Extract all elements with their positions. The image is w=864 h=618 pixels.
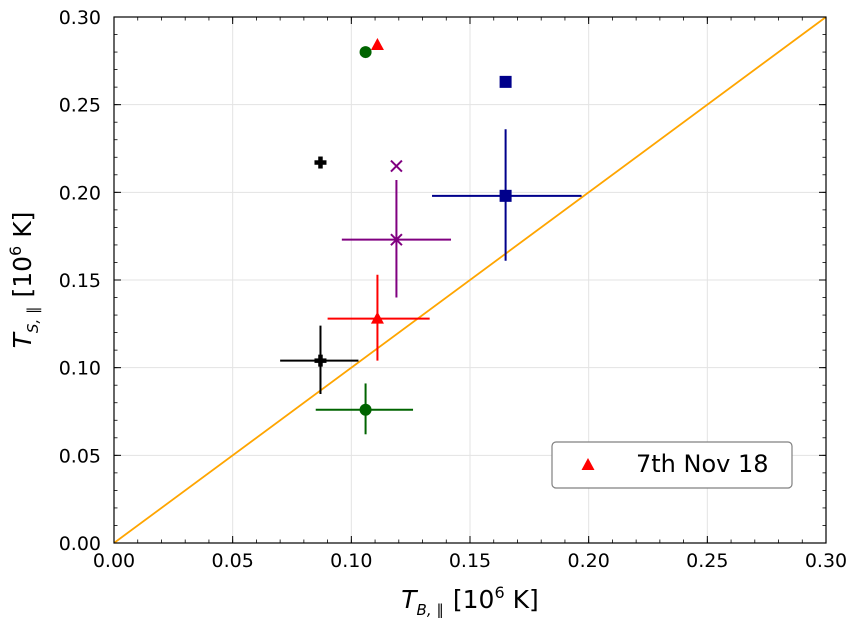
legend-marker-triangle: [581, 458, 595, 470]
marker-shape: [499, 75, 512, 88]
marker-shape: [581, 458, 595, 470]
data-point-with-error: [390, 233, 403, 246]
y-tick-label: 0.15: [59, 270, 101, 292]
legend: 7th Nov 18: [551, 441, 793, 489]
markers: [314, 38, 512, 416]
y-tick-label: 0.30: [59, 7, 101, 29]
data-point: [314, 156, 327, 169]
x-tick-label: 0.05: [212, 550, 254, 572]
y-tick-label: 0.20: [59, 182, 101, 204]
marker-shape: [370, 311, 384, 324]
legend-label: 7th Nov 18: [636, 450, 769, 478]
y-tick-label: 0.05: [59, 445, 101, 467]
legend-marker-shape: [581, 458, 595, 470]
marker-stroke: [390, 159, 403, 173]
marker-shape: [499, 189, 512, 202]
marker-shape: [359, 403, 372, 416]
y-tick-label: 0.25: [59, 95, 101, 117]
marker-stroke: [390, 233, 403, 246]
tick-labels: 0.00 0.05 0.10 0.15 0.20 0.25 0.30 0.00 0.05 0.10…: [59, 7, 847, 572]
data-point-with-error: [499, 189, 512, 202]
y-tick-label: 0.00: [59, 533, 101, 555]
x-tick-label: 0.25: [686, 550, 728, 572]
data-point: [499, 75, 512, 88]
legend-box: [551, 441, 793, 489]
y-axis-label: TS, ∥[106 K]: [6, 212, 42, 349]
data-point: [359, 46, 372, 59]
errorbars: [280, 129, 582, 435]
marker-shape: [370, 38, 384, 51]
y-tick-label: 0.10: [59, 358, 101, 380]
reference-line-y-equals-x: [113, 16, 827, 544]
marker-shape: [359, 46, 372, 59]
x-axis-label: TB, ∥ [106 K]: [401, 583, 538, 618]
ticks: [113, 16, 827, 544]
x-tick-label: 0.20: [568, 550, 610, 572]
x-tick-label: 0.15: [449, 550, 491, 572]
data-point: [370, 38, 384, 51]
x-tick-label: 0.30: [805, 550, 847, 572]
x-tick-label: 0.10: [330, 550, 372, 572]
data-point-with-error: [359, 403, 372, 416]
data-point-with-error: [370, 311, 384, 324]
x-tick-label: 0.00: [93, 550, 135, 572]
data-point: [390, 159, 403, 173]
data-point-with-error: [314, 354, 327, 367]
